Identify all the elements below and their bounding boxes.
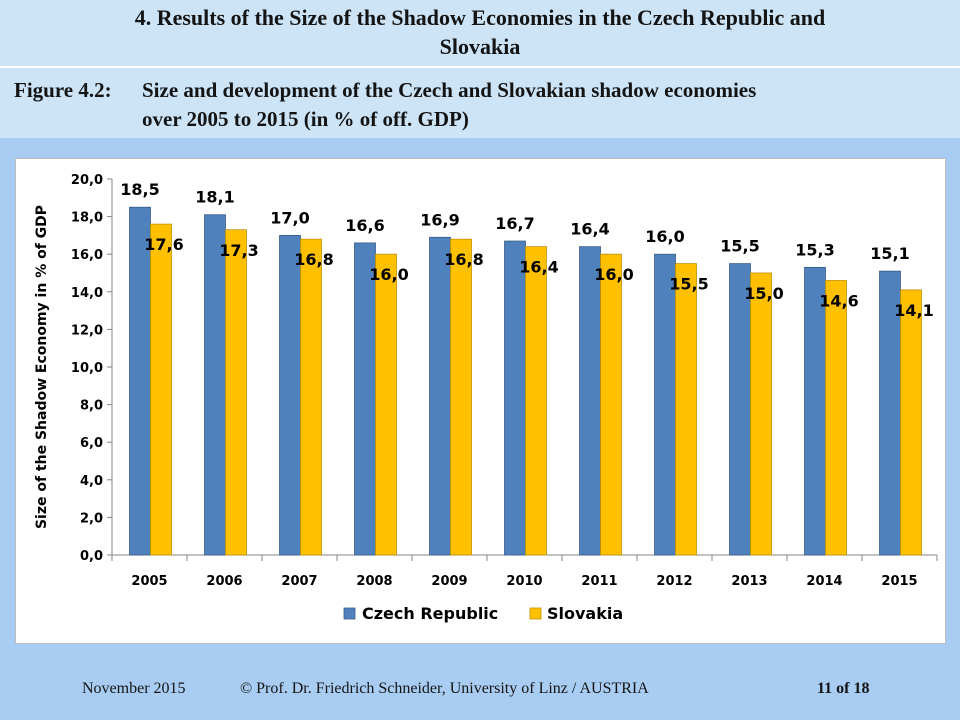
x-tick-label: 2007	[281, 574, 317, 589]
data-label-czech-republic: 17,0	[270, 208, 309, 227]
data-label-slovakia: 16,4	[519, 258, 558, 277]
figure-title-line1: Size and development of the Czech and Sl…	[142, 78, 757, 102]
bar-czech-republic	[504, 240, 526, 556]
data-label-czech-republic: 18,5	[120, 180, 159, 199]
bar-czech-republic	[654, 253, 676, 556]
legend-swatch-czech-republic	[343, 607, 356, 620]
bar-slovakia	[900, 289, 922, 556]
x-tick-label: 2011	[581, 574, 617, 589]
x-tick-label: 2006	[206, 574, 242, 589]
legend-swatch-slovakia	[529, 607, 542, 620]
data-label-czech-republic: 16,0	[645, 227, 684, 246]
data-label-slovakia: 16,8	[444, 250, 483, 269]
bar-slovakia	[525, 246, 547, 556]
bar-slovakia	[300, 238, 322, 556]
y-tick-label: 4,0	[80, 474, 103, 489]
legend-label-slovakia: Slovakia	[547, 604, 623, 623]
bar-slovakia	[675, 263, 697, 556]
x-tick-label: 2012	[656, 574, 692, 589]
data-label-slovakia: 16,0	[369, 265, 408, 284]
figure-caption: Figure 4.2: Size and development of the …	[0, 66, 960, 138]
footer-author: © Prof. Dr. Friedrich Schneider, Univers…	[240, 680, 649, 697]
y-tick-label: 14,0	[71, 286, 103, 301]
footer: November 2015 © Prof. Dr. Friedrich Schn…	[0, 680, 960, 702]
chart-container: 0,0 2,0 4,0 6,0 8,0 10,0 12,0 14,0 16,0 18,0 20,0 S…	[15, 158, 946, 644]
y-tick-label: 10,0	[71, 361, 103, 376]
data-label-slovakia: 17,3	[219, 241, 258, 260]
bar-slovakia	[150, 223, 172, 556]
bar-czech-republic	[129, 206, 151, 556]
bar-czech-republic	[279, 235, 301, 556]
data-label-czech-republic: 15,1	[870, 244, 909, 263]
bar-slovakia	[450, 238, 472, 556]
x-tick-label: 2009	[431, 574, 467, 589]
bar-slovakia	[600, 253, 622, 556]
data-label-czech-republic: 15,3	[795, 240, 834, 259]
data-label-czech-republic: 16,4	[570, 220, 609, 239]
data-label-czech-republic: 16,9	[420, 210, 459, 229]
y-axis-title: Size of the Shadow Economy in % of GDP	[34, 205, 50, 529]
bar-slovakia	[825, 280, 847, 556]
slide-header: 4. Results of the Size of the Shadow Eco…	[0, 0, 960, 66]
bar-slovakia	[225, 229, 247, 556]
y-tick-label: 2,0	[80, 511, 103, 526]
figure-label: Figure 4.2:	[14, 78, 112, 102]
y-tick-label: 20,0	[71, 173, 103, 188]
data-label-czech-republic: 18,1	[195, 188, 234, 207]
x-tick-label: 2010	[506, 574, 542, 589]
data-label-slovakia: 15,5	[669, 275, 708, 294]
bar-czech-republic	[579, 246, 601, 556]
data-label-czech-republic: 15,5	[720, 237, 759, 256]
y-tick-label: 16,0	[71, 248, 103, 263]
legend-label-czech-republic: Czech Republic	[362, 604, 498, 623]
bar-czech-republic	[354, 242, 376, 556]
bar-slovakia	[750, 272, 772, 556]
data-label-slovakia: 16,8	[294, 250, 333, 269]
bar-slovakia	[375, 253, 397, 556]
slide-title: 4. Results of the Size of the Shadow Eco…	[134, 5, 826, 30]
x-tick-label: 2013	[731, 574, 767, 589]
x-tick-label: 2015	[881, 574, 917, 589]
y-tick-label: 6,0	[80, 436, 103, 451]
bar-czech-republic	[204, 214, 226, 556]
data-label-slovakia: 14,6	[819, 292, 858, 311]
y-tick-label: 18,0	[71, 211, 103, 226]
y-tick-label: 0,0	[80, 549, 103, 564]
bar-czech-republic	[429, 236, 451, 556]
bar-czech-republic	[729, 263, 751, 556]
data-label-slovakia: 15,0	[744, 284, 783, 303]
data-label-czech-republic: 16,6	[345, 216, 384, 235]
slide-title-line2: Slovakia	[439, 34, 521, 59]
bar-chart: 0,0 2,0 4,0 6,0 8,0 10,0 12,0 14,0 16,0 18,0 20,0 S…	[34, 173, 938, 623]
y-tick-label: 8,0	[80, 399, 103, 414]
page-number: 11 of 18	[817, 680, 870, 697]
footer-date: November 2015	[82, 680, 186, 697]
x-tick-label: 2014	[806, 574, 842, 589]
data-label-slovakia: 16,0	[594, 265, 633, 284]
y-tick-label: 12,0	[71, 323, 103, 338]
data-label-slovakia: 17,6	[144, 235, 183, 254]
x-tick-label: 2005	[131, 574, 167, 589]
data-label-czech-republic: 16,7	[495, 214, 534, 233]
data-label-slovakia: 14,1	[894, 301, 933, 320]
figure-title-line2: over 2005 to 2015 (in % of off. GDP)	[142, 107, 469, 131]
x-tick-label: 2008	[356, 574, 392, 589]
